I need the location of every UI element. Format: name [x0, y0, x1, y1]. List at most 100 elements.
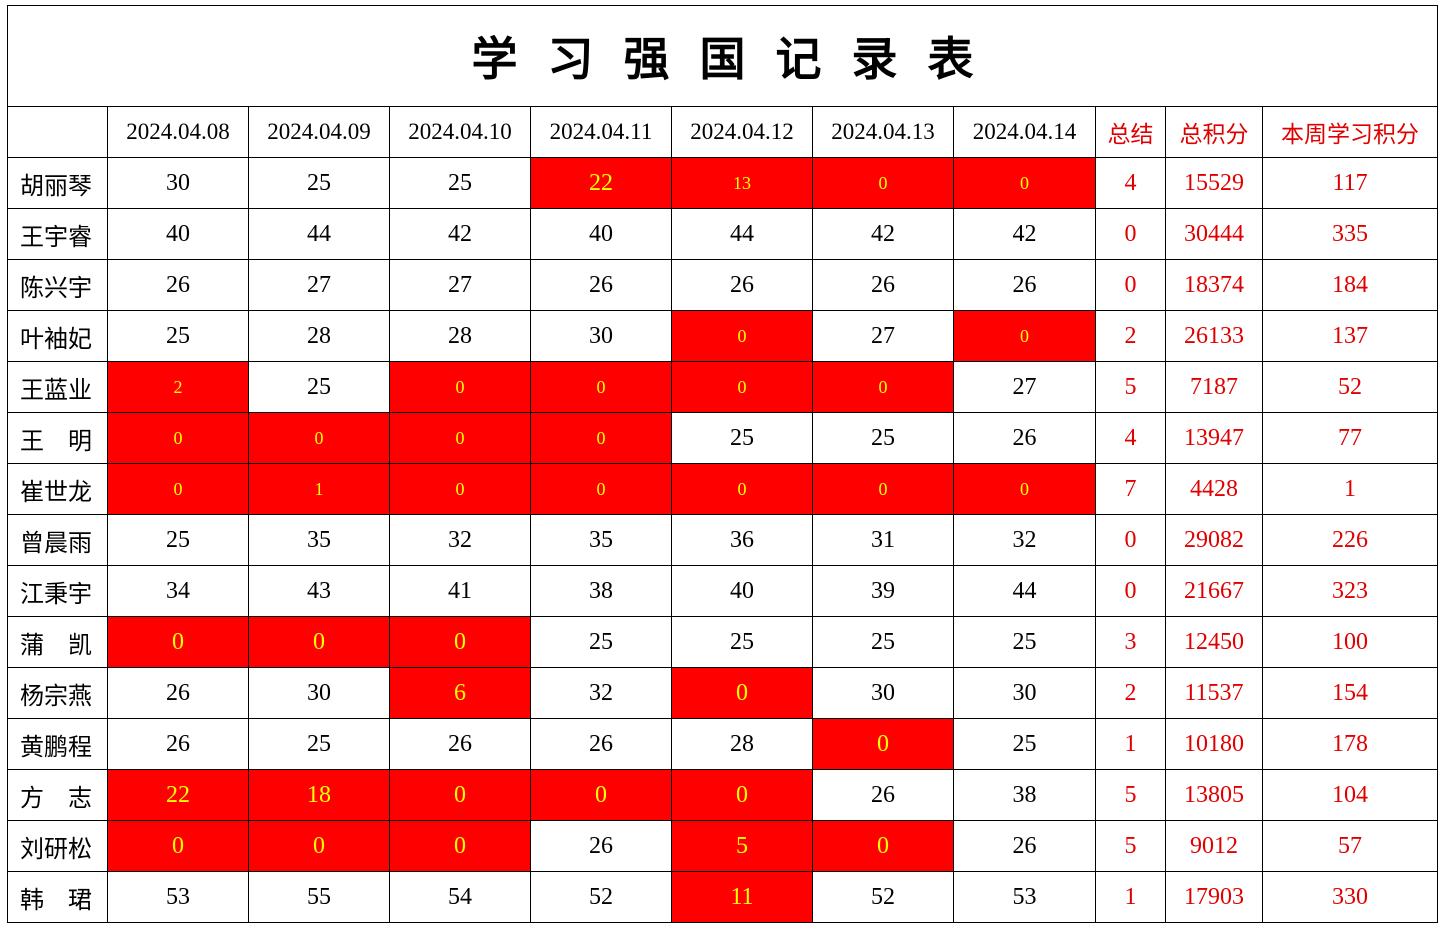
summary-cell: 1 [1095, 718, 1166, 770]
header-summary: 总结 [1095, 106, 1166, 158]
summary-cell: 5 [1095, 820, 1166, 872]
day-score-cell: 0 [812, 718, 954, 770]
day-score-cell: 25 [248, 718, 390, 770]
day-score-cell: 26 [953, 820, 1096, 872]
day-score-cell: 28 [248, 310, 390, 362]
week-points-cell: 335 [1261, 208, 1439, 260]
summary-cell: 0 [1095, 565, 1166, 617]
day-score-cell: 25 [530, 616, 672, 668]
day-score-cell: 26 [107, 667, 249, 719]
week-points-cell: 52 [1261, 361, 1439, 413]
day-score-cell: 35 [248, 514, 390, 566]
summary-cell: 4 [1095, 157, 1166, 209]
day-score-cell: 26 [671, 259, 813, 311]
day-score-cell: 25 [107, 310, 249, 362]
day-score-cell: 0 [107, 412, 249, 464]
day-score-cell: 35 [530, 514, 672, 566]
day-score-cell: 0 [812, 463, 954, 515]
table-row: 黄鹏程 26 25 26 26 28 0 25 1 10180 178 [7, 718, 1439, 770]
page-title: 学习强国记录表 [6, 5, 1439, 107]
day-score-cell: 30 [812, 667, 954, 719]
table-row: 王蓝业 2 25 0 0 0 0 27 5 7187 52 [7, 361, 1439, 413]
day-score-cell: 25 [671, 412, 813, 464]
day-score-cell: 31 [812, 514, 954, 566]
day-score-cell: 28 [389, 310, 531, 362]
day-score-cell: 0 [248, 820, 390, 872]
total-points-cell: 17903 [1165, 871, 1263, 923]
day-score-cell: 27 [953, 361, 1096, 413]
day-score-cell: 26 [953, 259, 1096, 311]
week-points-cell: 226 [1261, 514, 1439, 566]
total-points-cell: 4428 [1165, 463, 1263, 515]
total-points-cell: 29082 [1165, 514, 1263, 566]
table-row: 杨宗燕 26 30 6 32 0 30 30 2 11537 154 [7, 667, 1439, 719]
day-score-cell: 0 [530, 361, 672, 413]
member-name: 曾晨雨 [7, 514, 108, 566]
day-score-cell: 0 [389, 412, 531, 464]
summary-cell: 1 [1095, 871, 1166, 923]
day-score-cell: 0 [671, 769, 813, 821]
day-score-cell: 26 [953, 412, 1096, 464]
table-row: 曾晨雨 25 35 32 35 36 31 32 0 29082 226 [7, 514, 1439, 566]
member-name: 江秉宇 [7, 565, 108, 617]
day-score-cell: 32 [530, 667, 672, 719]
day-score-cell: 54 [389, 871, 531, 923]
day-score-cell: 0 [953, 157, 1096, 209]
day-score-cell: 30 [530, 310, 672, 362]
day-score-cell: 30 [953, 667, 1096, 719]
day-score-cell: 0 [812, 361, 954, 413]
table-row: 王 明 0 0 0 0 25 25 26 4 13947 77 [7, 412, 1439, 464]
member-name: 胡丽琴 [7, 157, 108, 209]
day-score-cell: 44 [248, 208, 390, 260]
day-score-cell: 1 [248, 463, 390, 515]
total-points-cell: 9012 [1165, 820, 1263, 872]
header-date: 2024.04.14 [953, 106, 1096, 158]
total-points-cell: 13947 [1165, 412, 1263, 464]
total-points-cell: 18374 [1165, 259, 1263, 311]
header-row: 2024.04.08 2024.04.09 2024.04.10 2024.04.11… [7, 106, 1439, 158]
day-score-cell: 0 [530, 769, 672, 821]
day-score-cell: 32 [389, 514, 531, 566]
week-points-cell: 137 [1261, 310, 1439, 362]
total-points-cell: 30444 [1165, 208, 1263, 260]
table-row: 刘研松 0 0 0 26 5 0 26 5 9012 57 [7, 820, 1439, 872]
header-name-blank [7, 106, 108, 158]
day-score-cell: 0 [389, 616, 531, 668]
day-score-cell: 42 [389, 208, 531, 260]
day-score-cell: 38 [953, 769, 1096, 821]
member-name: 刘研松 [7, 820, 108, 872]
summary-cell: 5 [1095, 361, 1166, 413]
week-points-cell: 77 [1261, 412, 1439, 464]
total-points-cell: 21667 [1165, 565, 1263, 617]
day-score-cell: 0 [671, 667, 813, 719]
day-score-cell: 40 [107, 208, 249, 260]
summary-cell: 5 [1095, 769, 1166, 821]
summary-cell: 3 [1095, 616, 1166, 668]
week-points-cell: 1 [1261, 463, 1439, 515]
day-score-cell: 0 [248, 616, 390, 668]
day-score-cell: 22 [530, 157, 672, 209]
summary-cell: 2 [1095, 667, 1166, 719]
day-score-cell: 53 [953, 871, 1096, 923]
day-score-cell: 11 [671, 871, 813, 923]
day-score-cell: 44 [671, 208, 813, 260]
summary-cell: 0 [1095, 514, 1166, 566]
day-score-cell: 0 [389, 769, 531, 821]
table-row: 韩 珺 53 55 54 52 11 52 53 1 17903 330 [7, 871, 1439, 923]
day-score-cell: 6 [389, 667, 531, 719]
table-row: 叶袖妃 25 28 28 30 0 27 0 2 26133 137 [7, 310, 1439, 362]
header-week-points: 本周学习积分 [1261, 106, 1439, 158]
day-score-cell: 42 [953, 208, 1096, 260]
day-score-cell: 0 [389, 463, 531, 515]
day-score-cell: 26 [812, 259, 954, 311]
summary-cell: 4 [1095, 412, 1166, 464]
record-table: 学习强国记录表 2024.04.08 2024.04.09 2024.04.10 20… [6, 5, 1439, 923]
table-row: 陈兴宇 26 27 27 26 26 26 26 0 18374 184 [7, 259, 1439, 311]
week-points-cell: 154 [1261, 667, 1439, 719]
day-score-cell: 25 [953, 718, 1096, 770]
day-score-cell: 0 [530, 463, 672, 515]
header-date: 2024.04.11 [530, 106, 672, 158]
week-points-cell: 117 [1261, 157, 1439, 209]
day-score-cell: 26 [530, 820, 672, 872]
day-score-cell: 42 [812, 208, 954, 260]
